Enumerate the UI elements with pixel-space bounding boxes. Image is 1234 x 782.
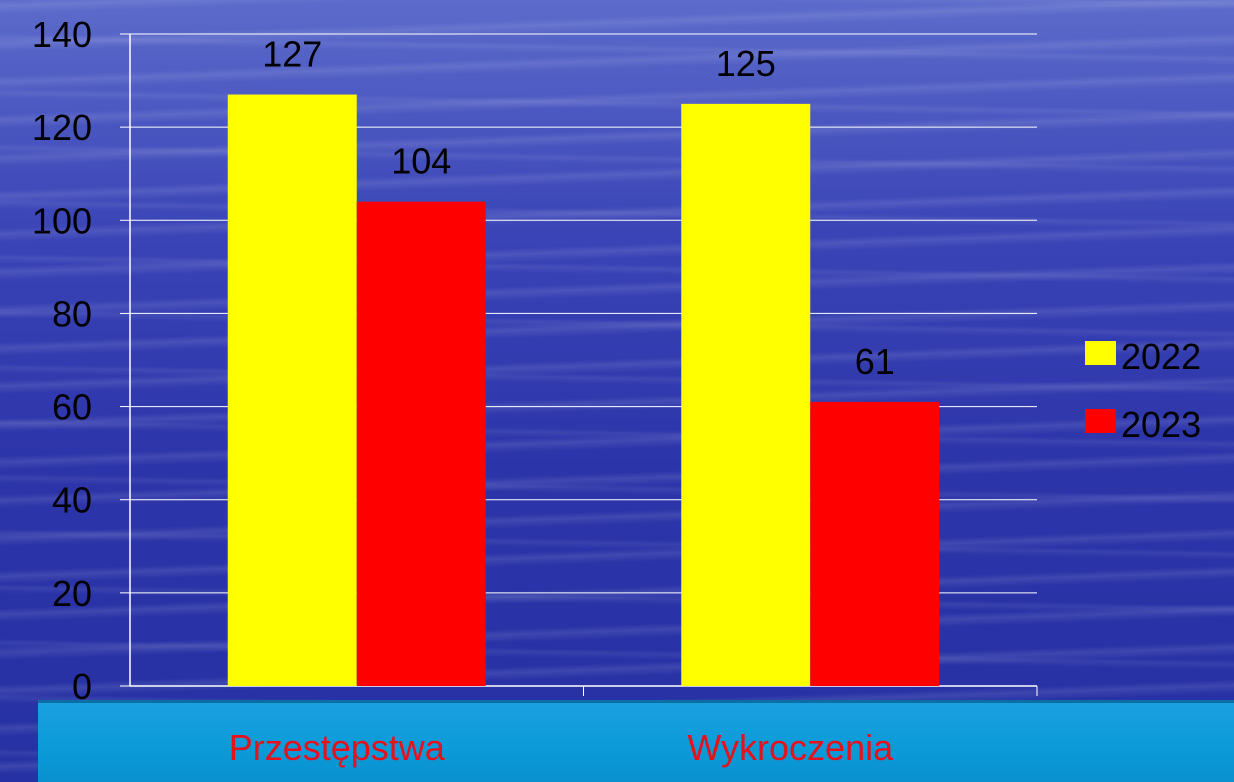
data-label: 104 — [391, 141, 451, 182]
y-tick-label: 20 — [52, 573, 92, 614]
legend-swatch — [1085, 409, 1116, 433]
category-label: Wykroczenia — [687, 727, 894, 768]
bar — [356, 201, 486, 686]
category-label: Przestępstwa — [229, 727, 446, 768]
y-tick-label: 100 — [32, 200, 92, 241]
y-tick-label: 60 — [52, 387, 92, 428]
y-tick-label: 140 — [32, 14, 92, 55]
category-band — [38, 700, 1234, 782]
legend-swatch — [1085, 341, 1116, 365]
data-label: 125 — [716, 43, 776, 84]
y-tick-label: 0 — [72, 666, 92, 707]
bar — [681, 103, 811, 687]
bar — [810, 401, 940, 686]
data-label: 127 — [262, 34, 322, 75]
y-tick-label: 120 — [32, 107, 92, 148]
bar — [227, 94, 357, 687]
legend-label: 2022 — [1121, 336, 1201, 377]
y-tick-label: 40 — [52, 480, 92, 521]
legend-label: 2023 — [1121, 404, 1201, 445]
y-tick-label: 80 — [52, 293, 92, 334]
data-label: 61 — [855, 341, 895, 382]
